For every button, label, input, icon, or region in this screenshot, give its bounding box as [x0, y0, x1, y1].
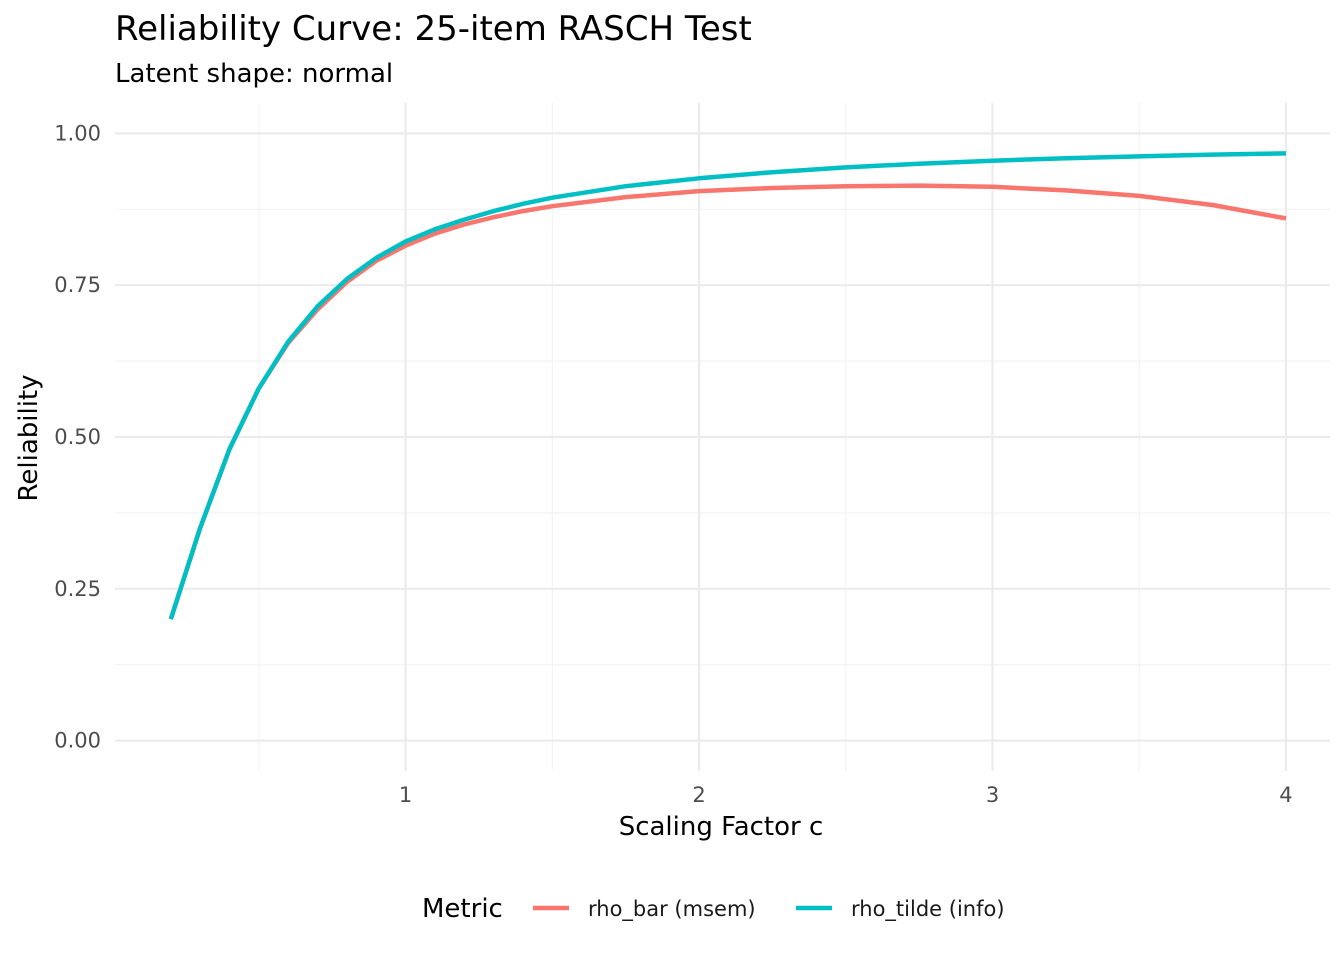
chart-title: Reliability Curve: 25-item RASCH Test — [115, 9, 752, 49]
axis-ticks: 1 2 3 4 0.00 0.25 0.50 0.75 1.00 — [54, 121, 1292, 807]
x-tick-label: 4 — [1279, 783, 1292, 807]
y-tick-label: 0.75 — [54, 273, 101, 297]
legend: Metric rho_bar (msem) rho_tilde (info) — [422, 894, 1005, 924]
x-tick-label: 2 — [692, 783, 705, 807]
series-lines — [168, 151, 1287, 620]
legend-title: Metric — [422, 894, 503, 924]
series-line-rho-tilde — [168, 151, 1287, 620]
x-axis-title: Scaling Factor c — [619, 812, 824, 842]
grid — [115, 103, 1330, 771]
y-tick-label: 0.00 — [54, 729, 101, 753]
legend-label-rho-tilde: rho_tilde (info) — [851, 897, 1005, 922]
legend-label-rho-bar: rho_bar (msem) — [588, 897, 756, 922]
series-line-rho-bar — [168, 183, 1287, 620]
x-tick-label: 1 — [399, 783, 412, 807]
chart-subtitle: Latent shape: normal — [115, 59, 393, 89]
y-tick-label: 0.25 — [54, 577, 101, 601]
y-tick-label: 1.00 — [54, 121, 101, 145]
y-axis-title: Reliability — [14, 374, 44, 501]
y-tick-label: 0.50 — [54, 425, 101, 449]
x-tick-label: 3 — [986, 783, 999, 807]
